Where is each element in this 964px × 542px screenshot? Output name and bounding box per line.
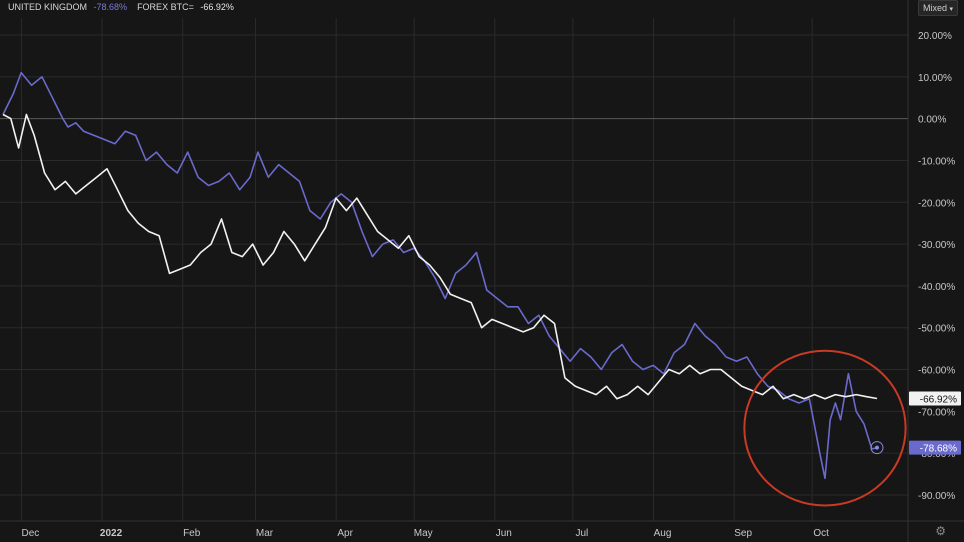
x-tick-label: Aug: [654, 528, 672, 539]
y-tick-label: 0.00%: [918, 115, 946, 126]
legend-series-value: -66.92%: [200, 2, 234, 12]
highlight-circle: [743, 349, 907, 507]
x-tick-label: Jul: [575, 528, 588, 539]
y-tick-label: -40.00%: [918, 282, 955, 293]
gear-icon[interactable]: ⚙: [935, 524, 946, 538]
x-tick-label: Sep: [734, 528, 752, 539]
y-tick-label: -10.00%: [918, 156, 955, 167]
x-tick-label: Mar: [256, 528, 274, 539]
series-end-marker-ring: [870, 441, 884, 455]
price-tag-label: -78.68%: [920, 444, 957, 455]
series-line-white: [2, 113, 878, 400]
y-tick-label: -90.00%: [918, 491, 955, 502]
scale-mode-dropdown[interactable]: Mixed ▾: [918, 0, 958, 16]
x-tick-label: Dec: [22, 528, 40, 539]
legend-series-name: UNITED KINGDOM: [8, 2, 88, 12]
legend-series-name: FOREX BTC=: [137, 2, 194, 12]
x-tick-label: 2022: [100, 528, 123, 539]
series-end-marker-dot: [875, 445, 879, 450]
x-tick-label: Feb: [183, 528, 201, 539]
y-tick-label: 20.00%: [918, 31, 952, 42]
x-tick-label: Apr: [337, 528, 353, 539]
y-tick-label: -60.00%: [918, 366, 955, 377]
price-tag-label: -66.92%: [920, 394, 957, 405]
y-tick-label: -20.00%: [918, 198, 955, 209]
y-tick-label: -70.00%: [918, 407, 955, 418]
x-tick-label: Jun: [496, 528, 512, 539]
series-line-blue: [2, 71, 878, 480]
legend-series-value: -78.68%: [93, 2, 128, 12]
legend-item-btc: FOREX BTC= -66.92%: [137, 2, 234, 12]
chevron-down-icon: ▾: [949, 6, 954, 13]
x-tick-label: Oct: [813, 528, 829, 539]
price-tag-white: [909, 391, 961, 406]
y-tick-label: -80.00%: [918, 449, 955, 460]
y-tick-label: 10.00%: [918, 73, 952, 84]
scale-mode-label: Mixed: [922, 3, 947, 13]
legend-item-uk: UNITED KINGDOM -78.68%: [8, 2, 127, 12]
legend: UNITED KINGDOM -78.68% FOREX BTC= -66.92…: [8, 2, 234, 12]
price-tag-blue: [909, 440, 961, 455]
x-tick-label: May: [414, 528, 433, 539]
y-tick-label: -30.00%: [918, 240, 955, 251]
y-tick-label: -50.00%: [918, 324, 955, 335]
